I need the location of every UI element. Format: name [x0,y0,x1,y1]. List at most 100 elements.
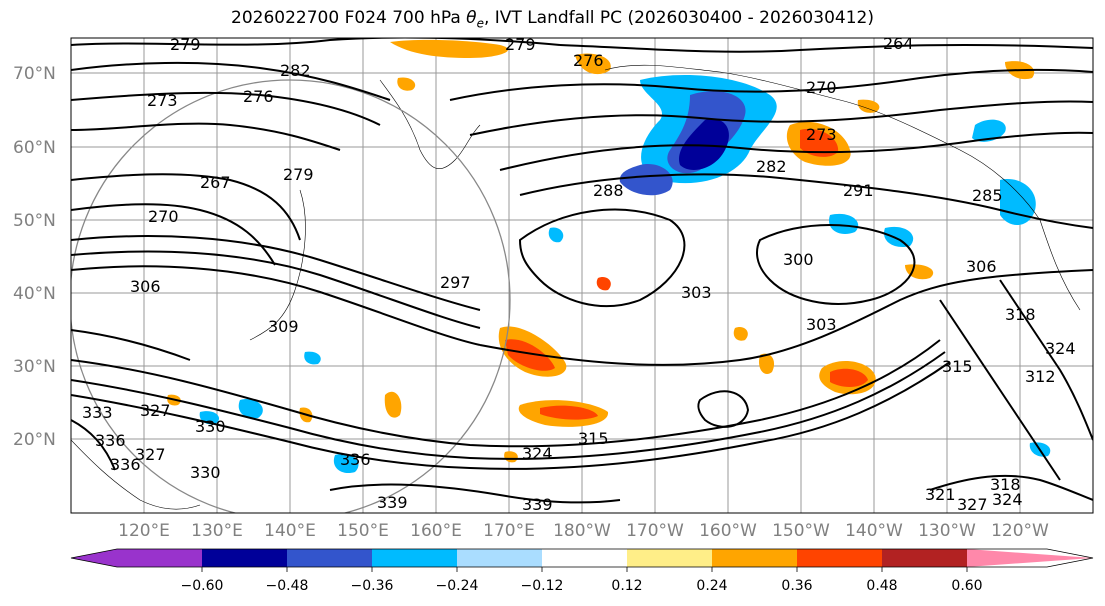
colorbar-tick-label: −0.36 [351,578,394,594]
contour-label: 270 [806,78,837,97]
longitude-labels: 120°E 130°E 140°E 150°E 160°E 170°E 180°… [118,521,1049,541]
contour-label: 282 [756,157,787,176]
contour-label: 279 [505,35,536,54]
contour-label: 324 [1045,339,1076,358]
contour-label: 318 [990,475,1021,494]
contour-line [71,38,561,46]
pos-anomaly-region-n [384,391,402,418]
contour-label: 339 [377,493,408,512]
plot-frame [70,37,1094,514]
colorbar-segment [542,549,627,567]
contour-label: 327 [140,401,171,420]
contour-line [71,235,481,311]
contour-line [71,173,301,241]
contour-line [71,203,276,266]
colorbar-segment [712,549,797,567]
colorbar-segment [882,549,967,567]
positive-anomaly-shading [167,39,1035,463]
neg-anomaly-region-j [238,399,263,419]
contour-label: 309 [268,317,299,336]
neg-anomaly-region-e [972,119,1006,142]
contour-label: 267 [200,173,231,192]
lat-label-20n: 20°N [13,430,56,450]
contour-line [71,339,941,448]
lon-label-140w: 140°W [845,521,903,541]
contour-line [71,329,191,361]
contour-label: 336 [95,431,126,450]
colorbar-tick-label: −0.12 [521,578,564,594]
pos-anomaly-region-t [733,327,748,341]
contour-label: 282 [280,61,311,80]
range-circle [71,79,511,513]
colorbar-segment [797,549,882,567]
lon-label-160e: 160°E [410,521,462,541]
contour-label: 324 [992,490,1023,509]
pos-anomaly-region-s [596,277,611,291]
lat-label-50n: 50°N [13,211,56,231]
negative-anomaly-shading [199,75,1051,474]
pos-anomaly-region-e [857,99,880,113]
map-plot-area: 279 279 276 264 282 273 276 270 267 279 … [71,34,1093,513]
contour-line [71,265,481,346]
lon-label-130e: 130°E [191,521,243,541]
lon-label-120e: 120°E [118,521,170,541]
colorbar-arrow-left [71,549,117,567]
contour-label: 315 [942,357,973,376]
coastline-siberia [379,79,481,169]
contour-label: 300 [783,250,814,269]
lon-label-170e: 170°E [483,521,535,541]
pos-anomaly-region-d [800,128,839,157]
contour-label: 336 [340,450,371,469]
contour-label: 321 [925,485,956,504]
coastline-west-north-america [1039,219,1081,311]
colorbar-segment [627,549,712,567]
colorbar-segment [202,549,287,567]
contour-label: 291 [843,181,874,200]
colorbar-segment [457,549,542,567]
contour-line [71,361,951,470]
lat-label-60n: 60°N [13,138,56,158]
coastline-alaska [604,64,1041,221]
colorbar-arrow-right [967,549,1093,567]
lon-label-130w: 130°W [918,521,976,541]
contour-label: 264 [883,34,914,53]
contour-line [71,419,116,471]
colorbar-tick-label: −0.48 [266,578,309,594]
contour-label: 315 [578,429,609,448]
contour-line [71,91,381,126]
contour-label: 285 [972,186,1003,205]
contour-label: 303 [806,315,837,334]
contour-label: 297 [440,273,471,292]
contour-line [929,474,1093,501]
contour-loop [697,390,750,428]
neg-anomaly-region-h [884,226,914,248]
theta-e-contours [71,38,1093,504]
contour-label: 306 [130,277,161,296]
pos-anomaly-region-g [397,77,416,91]
neg-anomaly-region-f [1000,179,1036,226]
contour-line [479,269,1093,366]
lon-label-160w: 160°W [699,521,757,541]
contour-label: 312 [1025,367,1056,386]
colorbar-tick-label: −0.24 [436,578,479,594]
contour-line [71,61,391,101]
neg-anomaly-region-g [829,213,859,235]
lon-label-140e: 140°E [264,521,316,541]
contour-label: 303 [681,283,712,302]
neg-anomaly-region-n [548,227,564,243]
lon-label-170w: 170°W [626,521,684,541]
contour-line [499,131,1093,171]
contour-label: 333 [82,403,113,422]
coastline-japan [249,189,306,341]
neg-anomaly-region-d [619,164,673,196]
lon-label-120w: 120°W [991,521,1049,541]
lat-label-70n: 70°N [13,64,56,84]
contour-line [71,351,946,460]
pos-anomaly-region-a [390,39,509,58]
colorbar-segment [117,549,202,567]
contour-line [939,299,1061,481]
colorbar: −0.60 −0.48 −0.36 −0.24 −0.12 0.12 0.24 … [70,548,1094,594]
colorbar-tick-label: −0.60 [181,578,224,594]
contour-line [71,250,481,329]
